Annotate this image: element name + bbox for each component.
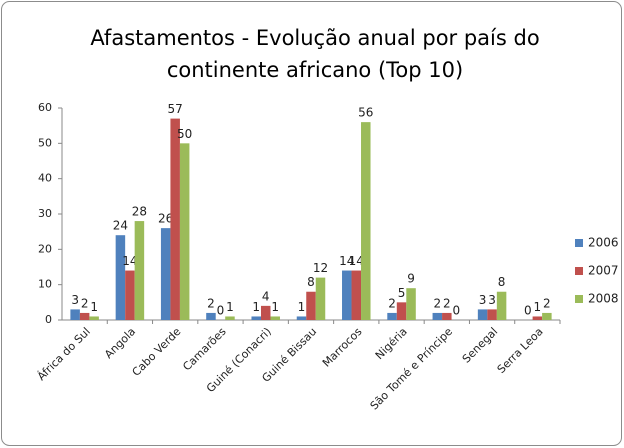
bar — [225, 316, 235, 320]
legend-label: 2007 — [588, 264, 619, 278]
data-label: 1 — [226, 300, 234, 314]
data-label: 12 — [313, 261, 328, 275]
data-label: 26 — [158, 212, 173, 226]
bar — [251, 316, 261, 320]
bar — [115, 235, 126, 320]
bar — [396, 302, 407, 320]
y-tick-label: 50 — [38, 136, 52, 149]
data-label: 14 — [339, 254, 354, 268]
data-label: 2 — [388, 296, 396, 310]
data-label: 56 — [358, 106, 373, 120]
bar — [179, 143, 190, 320]
bar — [542, 312, 552, 320]
bar — [496, 291, 507, 320]
bar — [160, 228, 171, 320]
y-tick-label: 40 — [38, 172, 52, 185]
bar — [270, 316, 280, 320]
data-label: 0 — [217, 304, 225, 318]
bar — [70, 309, 80, 320]
data-label: 3 — [479, 293, 487, 307]
bar — [134, 221, 145, 320]
data-label: 14 — [122, 254, 137, 268]
legend-label: 2008 — [588, 292, 619, 306]
bar — [306, 291, 316, 320]
data-label: 3 — [488, 293, 496, 307]
legend-label: 2006 — [588, 236, 619, 250]
data-label: 1 — [271, 300, 279, 314]
data-label: 2 — [543, 296, 551, 310]
bar — [296, 316, 307, 320]
data-label: 5 — [398, 286, 406, 300]
data-label: 9 — [407, 272, 415, 286]
data-label: 1 — [534, 300, 542, 314]
bar — [206, 312, 216, 320]
data-label: 8 — [498, 275, 506, 289]
y-tick-label: 10 — [38, 278, 52, 291]
y-tick-label: 30 — [38, 207, 52, 220]
data-label: 2 — [81, 296, 89, 310]
legend-swatch — [575, 295, 583, 303]
bar — [315, 277, 326, 320]
y-tick-label: 0 — [45, 313, 52, 326]
data-label: 50 — [177, 127, 192, 141]
data-label: 2 — [433, 296, 441, 310]
data-label: 1 — [90, 300, 98, 314]
bar — [351, 270, 362, 320]
bar — [342, 270, 352, 320]
bar — [170, 118, 180, 320]
bar — [89, 316, 99, 320]
data-label: 2 — [443, 296, 451, 310]
bar — [79, 312, 90, 320]
data-label: 1 — [252, 300, 260, 314]
bar — [361, 122, 371, 320]
data-label: 1 — [298, 300, 306, 314]
bar — [406, 288, 416, 320]
data-label: 0 — [524, 304, 532, 318]
bar — [477, 309, 488, 320]
data-label: 4 — [262, 289, 270, 303]
data-label: 28 — [132, 205, 147, 219]
data-label: 2 — [207, 296, 215, 310]
bar — [432, 312, 443, 320]
bar — [442, 312, 452, 320]
bar — [532, 316, 543, 320]
data-label: 0 — [452, 304, 460, 318]
legend-swatch — [575, 239, 583, 247]
bar — [387, 312, 397, 320]
bar — [487, 309, 497, 320]
data-label: 14 — [349, 254, 364, 268]
data-label: 8 — [307, 275, 315, 289]
chart-title: Afastamentos - Evolução anual por país d… — [90, 26, 540, 82]
data-label: 3 — [71, 293, 79, 307]
legend-swatch — [575, 267, 583, 275]
y-tick-label: 20 — [38, 242, 52, 255]
y-tick-label: 60 — [38, 101, 52, 114]
bar — [125, 270, 135, 320]
data-label: 57 — [168, 102, 183, 116]
data-label: 24 — [113, 219, 128, 233]
bar — [260, 305, 271, 320]
